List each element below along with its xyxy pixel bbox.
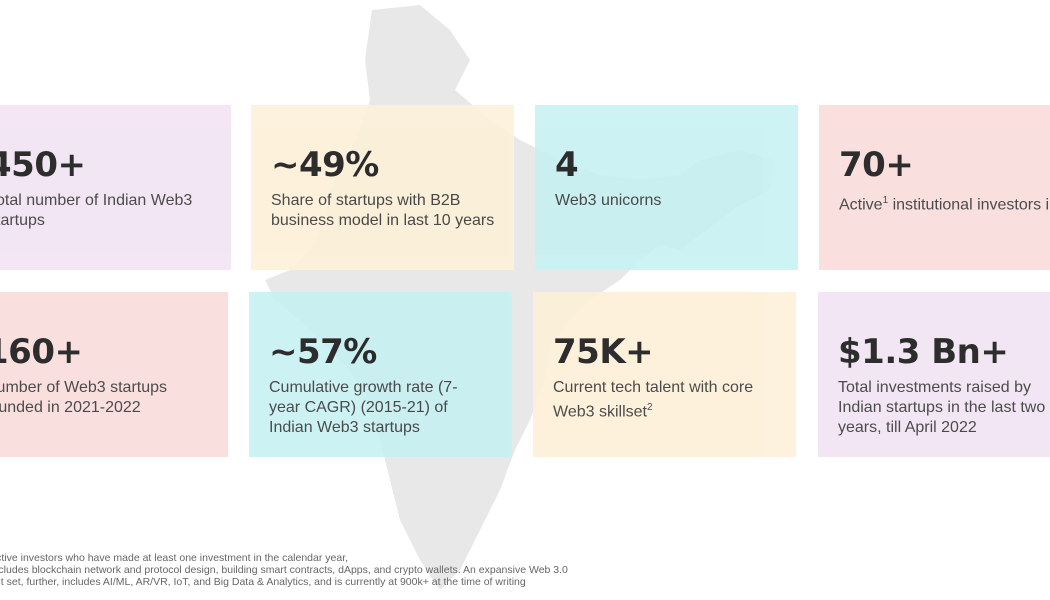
stat-value: 160+ — [0, 332, 83, 372]
stat-description: Web3 unicorns — [555, 192, 662, 209]
footnotes: 1. Active investors who have made at lea… — [0, 552, 568, 588]
stat-card-unicorns: 4 Web3 unicorns — [535, 105, 798, 270]
stat-card-tech-talent: 75K+ Current tech talent with core Web3 … — [533, 292, 796, 457]
stat-value: 75K+ — [553, 332, 654, 372]
footnote-1: 1. Active investors who have made at lea… — [0, 552, 349, 564]
stat-value: 450+ — [0, 145, 86, 185]
stat-value: 4 — [555, 145, 579, 185]
stat-description: Cumulative growth rate (7-year CAGR) (20… — [269, 379, 458, 436]
stat-description: Total number of Indian Web3 startups — [0, 192, 193, 229]
stat-value: 70+ — [839, 145, 914, 185]
stat-card-founded-2021-2022: 160+ Number of Web3 startups founded in … — [0, 292, 228, 457]
footnote-2-cont: talent set, further, includes AI/ML, AR/… — [0, 576, 526, 588]
stat-value: ~57% — [269, 332, 377, 372]
stat-description: Number of Web3 startups founded in 2021-… — [0, 379, 168, 416]
stat-card-b2b-share: ~49% Share of startups with B2B business… — [251, 105, 514, 270]
stat-card-investors: 70+ Active1 institutional investors in 2… — [819, 105, 1050, 270]
stat-description: Current tech talent with core Web3 skill… — [553, 379, 754, 421]
stat-value: ~49% — [271, 145, 379, 185]
stat-card-cagr: ~57% Cumulative growth rate (7-year CAGR… — [249, 292, 512, 457]
footnote-2: 2. Includes blockchain network and proto… — [0, 564, 568, 576]
stat-description: Total investments raised by Indian start… — [838, 379, 1046, 436]
stat-description: Active1 institutional investors in 2021 — [839, 195, 1050, 214]
stat-card-total-startups: 450+ Total number of Indian Web3 startup… — [0, 105, 231, 270]
stat-value: $1.3 Bn+ — [838, 332, 1009, 372]
stat-description: Share of startups with B2B business mode… — [271, 192, 495, 229]
stat-card-investments: $1.3 Bn+ Total investments raised by Ind… — [818, 292, 1050, 457]
